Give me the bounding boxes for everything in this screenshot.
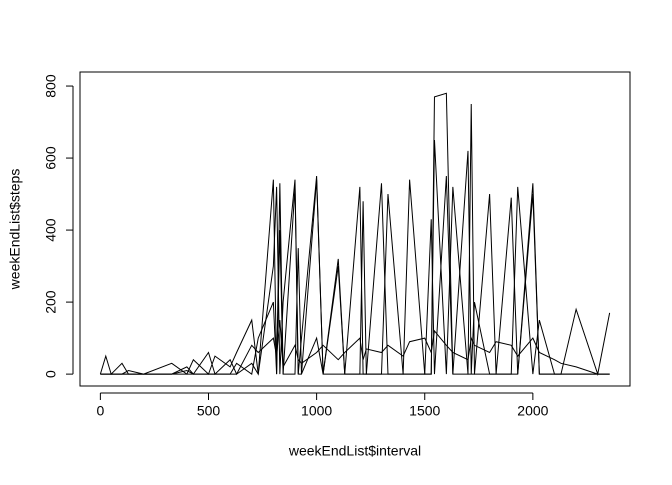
- series-line: [100, 150, 611, 377]
- y-tick-label: 600: [43, 146, 59, 170]
- series-line: [99, 140, 610, 376]
- x-tick-label: 0: [96, 403, 104, 419]
- y-tick-label: 400: [43, 218, 59, 242]
- x-tick-label: 1500: [409, 403, 440, 419]
- y-axis-label: weekEndList$steps: [7, 169, 23, 291]
- series-line: [100, 320, 610, 376]
- x-tick-label: 500: [197, 403, 221, 419]
- x-tick-label: 2000: [517, 403, 548, 419]
- y-tick-label: 0: [43, 370, 59, 378]
- y-tick-label: 800: [43, 74, 59, 98]
- x-axis-label: weekEndList$interval: [288, 443, 421, 459]
- y-tick-label: 200: [43, 290, 59, 314]
- plot-box: [79, 71, 631, 387]
- x-tick-label: 1000: [301, 403, 332, 419]
